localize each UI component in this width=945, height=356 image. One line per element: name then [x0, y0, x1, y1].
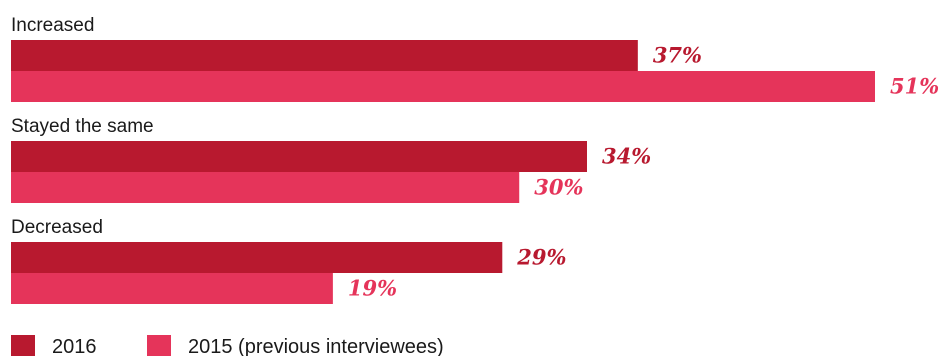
bar-decreased-2015 [11, 273, 333, 304]
category-label-decreased: Decreased [11, 217, 103, 238]
bar-groups: Increased 37% 51% Stayed the same 34% 30% Decr… [11, 15, 939, 304]
value-label-stayed-the-same-2016: 34% [602, 144, 651, 169]
legend-label-2016: 2016 [52, 336, 97, 356]
bar-increased-2016 [11, 40, 638, 71]
legend-swatch-2015 [147, 335, 171, 356]
bar-decreased-2016 [11, 242, 503, 273]
category-label-increased: Increased [11, 15, 94, 36]
value-label-increased-2015: 51% [890, 74, 939, 99]
bar-stayed-the-same-2015 [11, 172, 520, 203]
category-label-stayed-the-same: Stayed the same [11, 116, 154, 137]
legend-label-2015: 2015 (previous interviewees) [188, 336, 444, 356]
value-label-stayed-the-same-2015: 30% [534, 175, 583, 200]
legend: 2016 2015 (previous interviewees) [11, 335, 444, 356]
legend-swatch-2016 [11, 335, 35, 356]
value-label-increased-2016: 37% [653, 43, 702, 68]
value-label-decreased-2015: 19% [348, 276, 397, 301]
bar-stayed-the-same-2016 [11, 141, 587, 172]
bar-increased-2015 [11, 71, 875, 102]
value-label-decreased-2016: 29% [516, 245, 566, 270]
